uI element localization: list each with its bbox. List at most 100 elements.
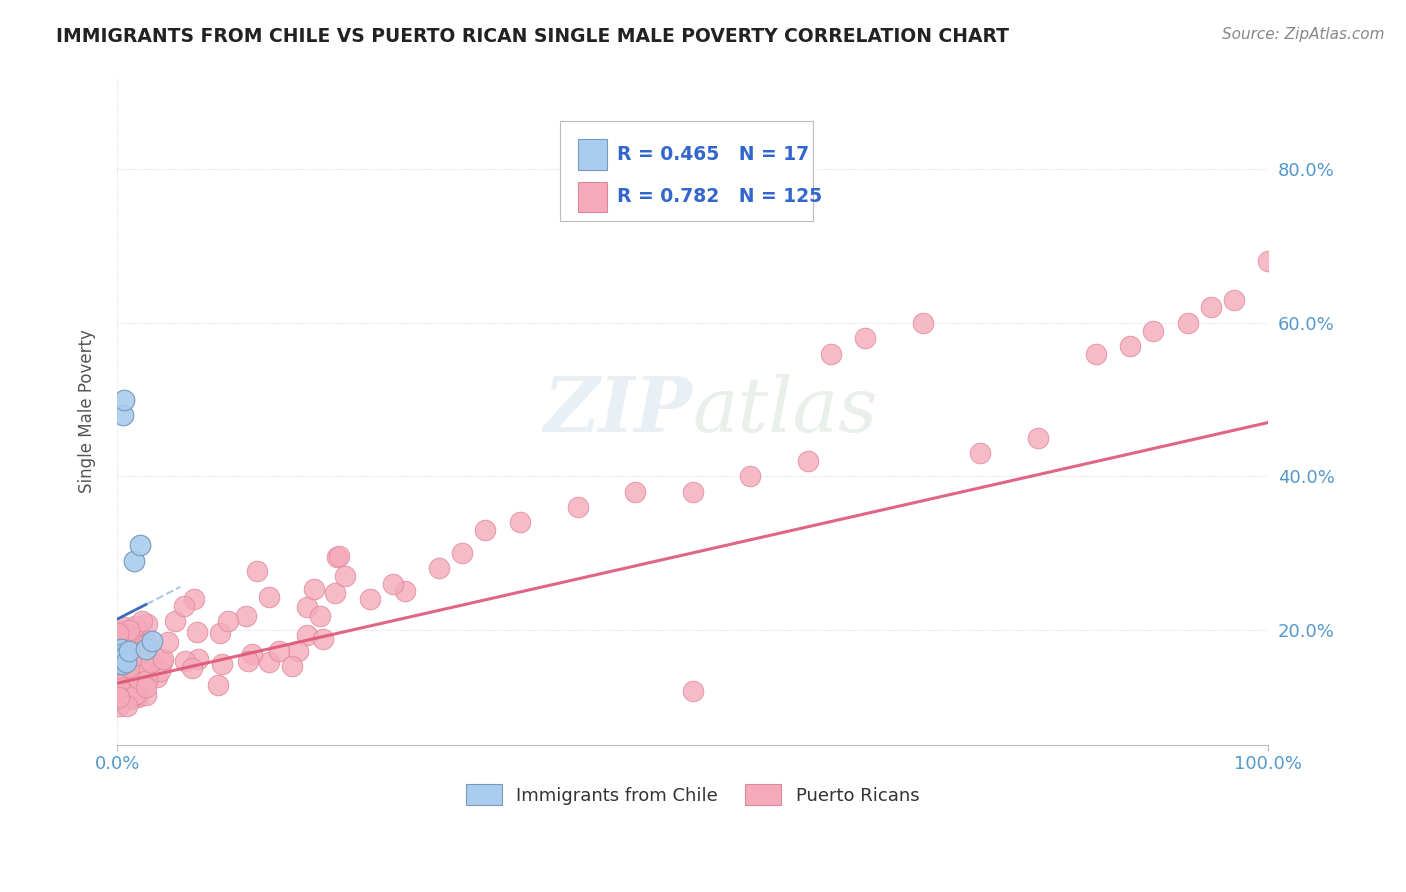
Point: [187, 652, 209, 666]
Point: [149, 665, 172, 679]
Point: [134, 632, 156, 647]
Point: [125, 687, 148, 701]
Text: Source: ZipAtlas.com: Source: ZipAtlas.com: [1222, 27, 1385, 42]
Point: [1142, 324, 1164, 338]
Point: [108, 692, 131, 706]
Point: [509, 515, 531, 529]
Point: [124, 553, 146, 567]
Point: [117, 654, 139, 668]
Point: [240, 647, 263, 661]
Point: [257, 590, 280, 604]
Point: [107, 652, 129, 666]
Point: [121, 634, 143, 648]
Point: [183, 592, 205, 607]
Point: [108, 632, 131, 647]
Point: [217, 615, 239, 629]
Point: [114, 649, 136, 664]
Point: [326, 550, 349, 565]
Point: [127, 671, 149, 685]
Point: [1119, 339, 1142, 353]
Point: [115, 654, 138, 668]
Point: [474, 523, 496, 537]
Point: [295, 628, 318, 642]
Point: [128, 655, 150, 669]
Point: [107, 635, 129, 649]
Point: [429, 561, 451, 575]
Point: [328, 549, 350, 563]
Point: [246, 564, 269, 578]
Point: [135, 673, 157, 688]
Point: [112, 620, 135, 634]
Point: [1257, 254, 1279, 268]
Point: [1199, 301, 1222, 315]
Point: [121, 659, 143, 673]
Point: [146, 670, 169, 684]
Point: [207, 678, 229, 692]
Point: [173, 654, 195, 668]
Point: [152, 652, 174, 666]
Point: [121, 643, 143, 657]
Point: [107, 661, 129, 675]
Point: [287, 644, 309, 658]
Point: [117, 629, 139, 643]
Point: [682, 684, 704, 698]
Point: [124, 637, 146, 651]
Point: [141, 655, 163, 669]
Point: [112, 674, 135, 689]
Point: [107, 646, 129, 660]
Point: [111, 657, 134, 671]
Point: [208, 625, 231, 640]
FancyBboxPatch shape: [578, 181, 607, 212]
Point: [111, 681, 134, 696]
Point: [1026, 431, 1049, 445]
Point: [120, 628, 142, 642]
Point: [308, 609, 330, 624]
Point: [796, 454, 818, 468]
Point: [110, 649, 132, 664]
Text: R = 0.465   N = 17: R = 0.465 N = 17: [617, 145, 808, 164]
Point: [107, 657, 129, 671]
Text: R = 0.782   N = 125: R = 0.782 N = 125: [617, 187, 821, 206]
Point: [117, 699, 139, 714]
Point: [451, 546, 474, 560]
FancyBboxPatch shape: [578, 139, 607, 170]
Point: [141, 634, 163, 648]
Point: [117, 648, 139, 662]
Text: IMMIGRANTS FROM CHILE VS PUERTO RICAN SINGLE MALE POVERTY CORRELATION CHART: IMMIGRANTS FROM CHILE VS PUERTO RICAN SI…: [56, 27, 1010, 45]
Point: [111, 651, 134, 665]
Point: [112, 644, 135, 658]
Point: [257, 655, 280, 669]
Point: [312, 632, 335, 646]
Point: [156, 635, 179, 649]
Point: [108, 690, 131, 705]
Point: [281, 658, 304, 673]
Point: [107, 648, 129, 662]
Point: [333, 569, 356, 583]
Point: [359, 591, 381, 606]
Point: [127, 690, 149, 704]
Point: [107, 686, 129, 700]
Point: [118, 643, 141, 657]
Point: [186, 624, 208, 639]
Point: [108, 699, 131, 714]
Y-axis label: Single Male Poverty: Single Male Poverty: [79, 329, 96, 493]
Point: [394, 584, 416, 599]
Point: [108, 679, 131, 693]
Point: [624, 484, 647, 499]
Point: [820, 346, 842, 360]
Point: [110, 641, 132, 656]
Point: [117, 682, 139, 697]
Point: [114, 645, 136, 659]
Point: [131, 614, 153, 628]
Point: [129, 538, 152, 552]
Point: [127, 648, 149, 663]
Point: [911, 316, 934, 330]
FancyBboxPatch shape: [560, 120, 814, 221]
Point: [969, 446, 991, 460]
Point: [107, 640, 129, 655]
Text: atlas: atlas: [693, 374, 877, 448]
Point: [150, 655, 173, 669]
Point: [117, 644, 139, 658]
Point: [163, 614, 186, 628]
Point: [107, 646, 129, 660]
